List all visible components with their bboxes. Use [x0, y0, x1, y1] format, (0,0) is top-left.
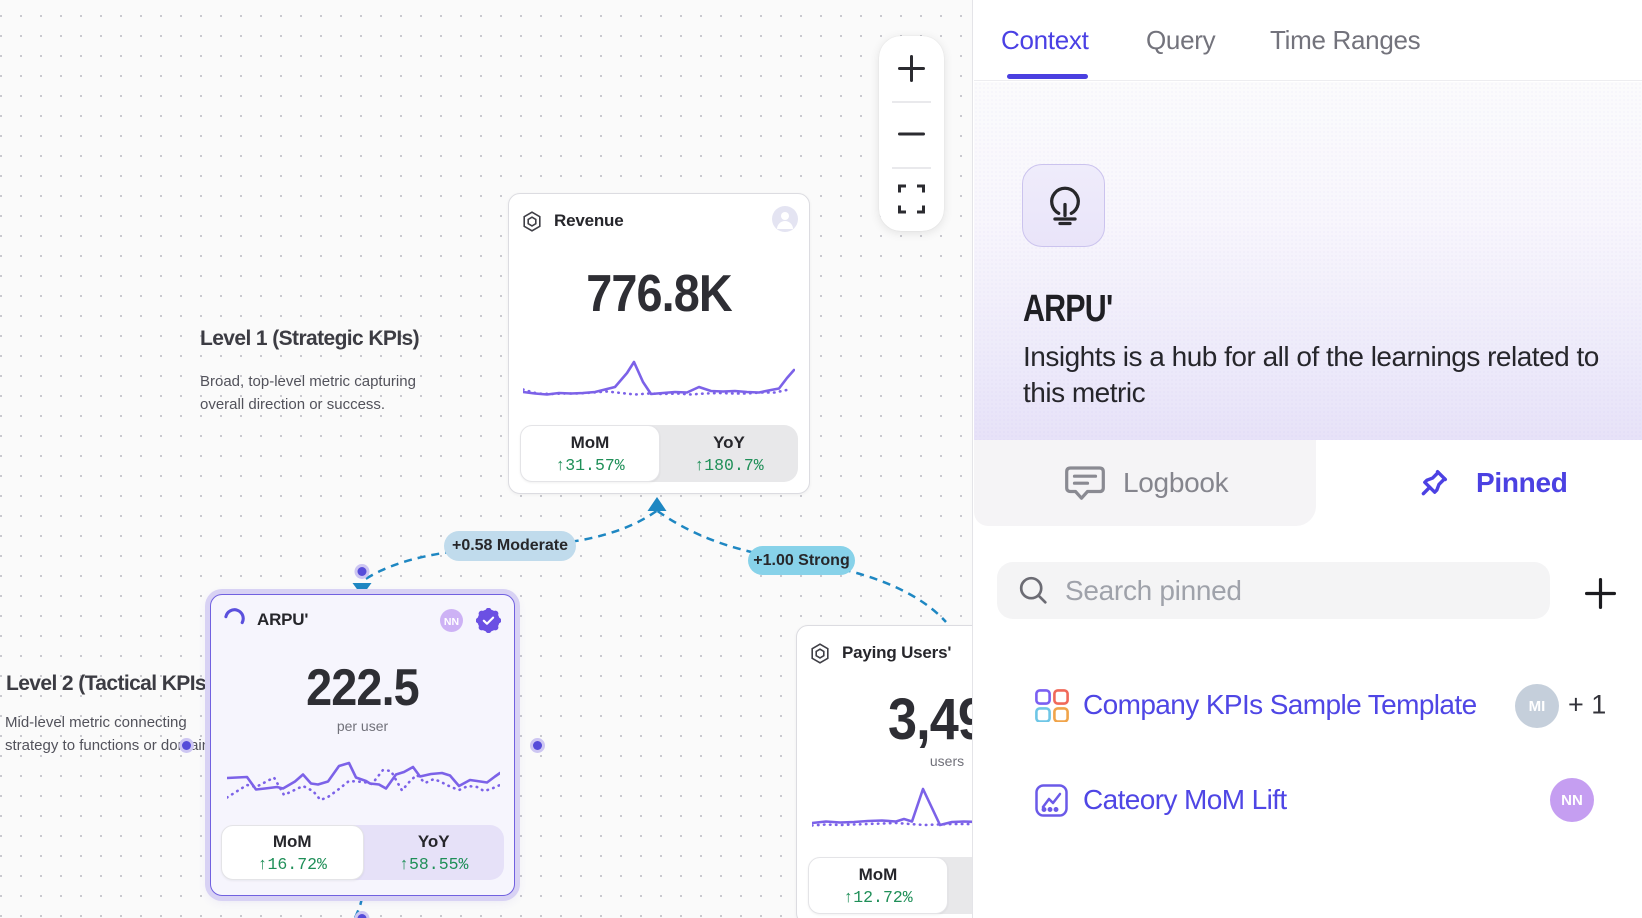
svg-text:NN: NN — [444, 615, 459, 627]
